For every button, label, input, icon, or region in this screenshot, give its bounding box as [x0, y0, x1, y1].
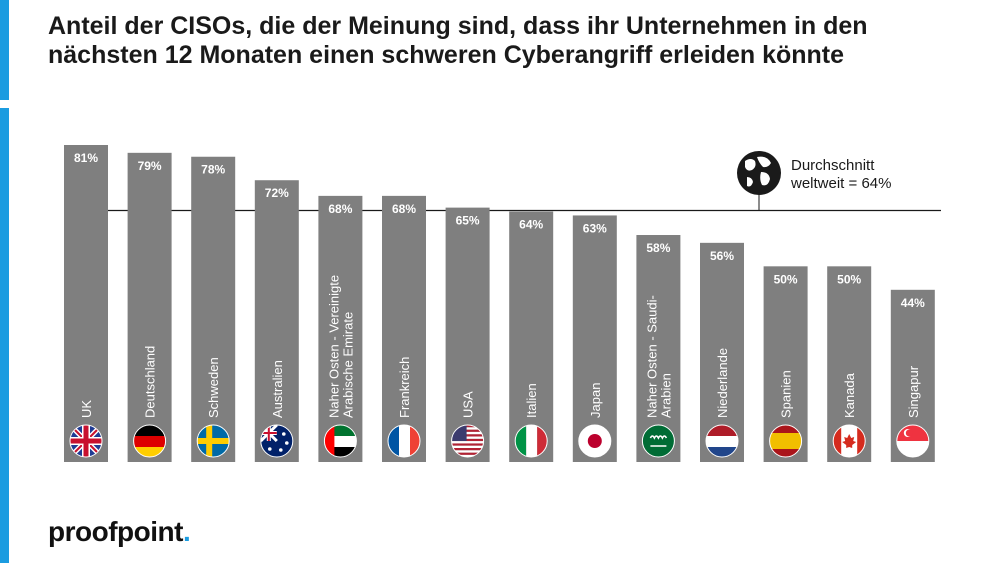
category-label-line: Schweden	[206, 357, 221, 418]
bar-6	[445, 207, 490, 462]
value-label-10: 56%	[710, 249, 734, 263]
france-flag-icon	[388, 425, 420, 457]
value-label-5: 68%	[392, 202, 416, 216]
germany-flag-icon	[133, 425, 166, 457]
average-label-line2: weltweit = 64%	[791, 175, 892, 192]
value-label-1: 79%	[138, 159, 162, 173]
category-label-line: Spanien	[779, 370, 794, 418]
value-label-12: 50%	[837, 272, 861, 286]
value-label-11: 50%	[774, 272, 798, 286]
flag-ring	[451, 424, 485, 458]
bar-9	[636, 235, 681, 462]
logo-dot: .	[182, 516, 191, 547]
japan-flag-icon	[578, 425, 611, 457]
bar-4	[318, 195, 363, 463]
flag-ring	[387, 424, 421, 458]
sweden-flag-icon	[197, 425, 230, 457]
flag-ring	[578, 424, 612, 458]
value-label-8: 63%	[583, 221, 607, 235]
category-label-2: Schweden	[206, 357, 221, 418]
netherlands-flag-icon	[706, 425, 738, 457]
logo-text: proofpoint	[48, 516, 183, 547]
flag-ring	[514, 424, 548, 458]
value-label-7: 64%	[519, 218, 543, 232]
flag-ring	[641, 424, 675, 458]
saudi-arabia-flag-icon	[642, 425, 675, 457]
value-label-0: 81%	[74, 151, 98, 165]
value-label-13: 44%	[901, 296, 925, 310]
category-label-line: Singapur	[906, 365, 921, 418]
bar-0	[64, 145, 108, 462]
category-label-5: Frankreich	[397, 357, 412, 418]
value-label-2: 78%	[201, 163, 225, 177]
uae-flag-icon	[324, 425, 357, 457]
australia-flag-icon	[260, 425, 293, 457]
category-label-line: Naher Osten - Saudi-	[644, 295, 659, 418]
category-label-4: Naher Osten - Vereinigte Arabische Emirat…	[326, 275, 355, 418]
value-label-9: 58%	[646, 241, 670, 255]
category-label-line: Australien	[270, 360, 285, 418]
average-label: Durchschnitt weltweit = 64%	[791, 157, 941, 193]
category-label-line: Deutschland	[143, 346, 158, 418]
singapore-flag-icon	[896, 425, 929, 457]
flag-ring	[196, 424, 230, 458]
category-label-line: Arabien	[658, 373, 673, 418]
flag-ring	[69, 424, 103, 458]
category-label-line: Japan	[588, 383, 603, 418]
bar-1	[127, 152, 172, 463]
canada-flag-icon	[833, 425, 866, 457]
bar-8	[572, 215, 617, 462]
bar-5	[382, 195, 426, 463]
category-label-line: Kanada	[842, 372, 857, 418]
proofpoint-logo: proofpoint.	[48, 516, 191, 548]
category-label-6: USA	[461, 391, 476, 418]
flag-ring	[896, 424, 930, 458]
bar-7	[509, 211, 554, 462]
category-label-10: Niederlande	[715, 348, 730, 418]
category-label-8: Japan	[588, 383, 603, 418]
category-label-3: Australien	[270, 360, 285, 418]
category-label-line: USA	[461, 391, 476, 418]
flag-ring	[832, 424, 866, 458]
category-label-1: Deutschland	[143, 346, 158, 418]
bar-3	[254, 180, 299, 462]
flag-ring	[133, 424, 167, 458]
category-label-7: Italien	[524, 383, 539, 418]
italy-flag-icon	[515, 425, 548, 457]
category-label-9: Naher Osten - Saudi- Arabien	[644, 295, 673, 418]
flag-ring	[769, 424, 803, 458]
flag-ring	[323, 424, 357, 458]
usa-flag-icon	[451, 425, 484, 457]
value-label-3: 72%	[265, 186, 289, 200]
category-label-line: Naher Osten - Vereinigte	[326, 275, 341, 418]
category-label-12: Kanada	[842, 372, 857, 418]
category-label-line: Arabische Emirate	[340, 312, 355, 418]
flag-ring	[705, 424, 739, 458]
category-label-line: Niederlande	[715, 348, 730, 418]
accent-bar-top	[0, 0, 9, 100]
uk-flag-icon	[70, 425, 102, 457]
category-label-line: Italien	[524, 383, 539, 418]
spain-flag-icon	[769, 425, 802, 457]
average-label-line1: Durchschnitt	[791, 157, 875, 174]
chart-title: Anteil der CISOs, die der Meinung sind, …	[48, 12, 868, 69]
accent-bar-bottom	[0, 108, 9, 563]
flag-ring	[260, 424, 294, 458]
category-label-13: Singapur	[906, 365, 921, 418]
bar-2	[191, 156, 236, 463]
category-label-line: UK	[79, 400, 94, 418]
value-label-4: 68%	[328, 202, 352, 216]
globe-icon	[737, 151, 781, 195]
value-label-6: 65%	[456, 214, 480, 228]
category-label-0: UK	[79, 400, 94, 418]
category-label-11: Spanien	[779, 370, 794, 418]
category-label-line: Frankreich	[397, 357, 412, 418]
